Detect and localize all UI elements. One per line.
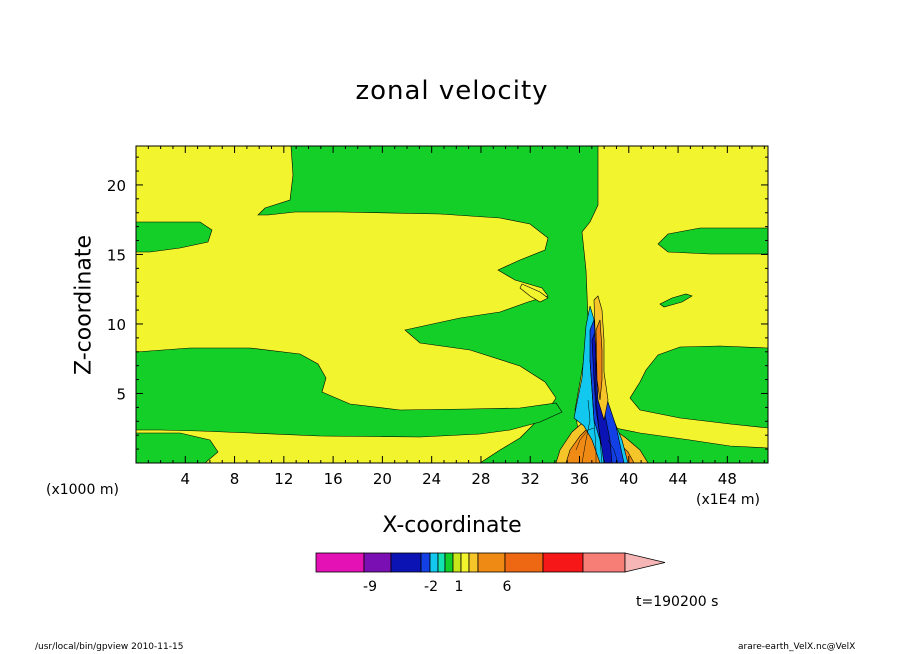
colorbar-segment [363, 552, 392, 573]
x-tick-label: 20 [373, 470, 392, 488]
colorbar-segment [468, 552, 479, 573]
plot-frame [135, 145, 769, 464]
colorbar-segment [420, 552, 431, 573]
y-tick-label: 20 [107, 177, 126, 195]
x-tick-label: 8 [230, 470, 240, 488]
contour-field [136, 146, 768, 463]
colorbar-segment [504, 552, 544, 573]
colorbar-segment [429, 552, 439, 573]
colorbar-segment [477, 552, 506, 573]
y-tick-label: 5 [116, 385, 126, 403]
y-tick-label: 10 [107, 316, 126, 334]
contour-region [629, 345, 768, 429]
contour-region [136, 221, 213, 253]
colorbar-label: -2 [424, 579, 438, 595]
footer-left: /usr/local/bin/gpview 2010-11-15 [35, 642, 184, 652]
colorbar-label: -9 [363, 579, 377, 595]
contour-region [519, 283, 549, 303]
contour-line [575, 427, 595, 451]
colorbar: -9 -2 1 6 [315, 552, 666, 595]
colorbar-segment [444, 552, 454, 573]
colorbar-segment [390, 552, 422, 573]
x-tick-label: 36 [570, 470, 589, 488]
x-tick-label: 48 [718, 470, 737, 488]
colorbar-segment [542, 552, 584, 573]
colorbar-segment [582, 552, 626, 573]
colorbar-label: 6 [503, 579, 512, 595]
contour-line [607, 439, 619, 463]
colorbar-segment [460, 552, 470, 573]
contour-region [659, 293, 693, 308]
contour-region [136, 432, 219, 463]
colorbar-label: 1 [455, 579, 464, 595]
x-tick-label: 24 [422, 470, 441, 488]
contour-region [595, 319, 603, 401]
colorbar-extension [624, 552, 666, 573]
colorbar-segment [315, 552, 365, 573]
contour-line [589, 359, 597, 463]
x-tick-label: 16 [324, 470, 343, 488]
x-tick-label: 32 [521, 470, 540, 488]
contour-region [136, 347, 563, 438]
x-unit-note-right: (x1E4 m) [696, 492, 760, 508]
x-tick-label: 40 [619, 470, 638, 488]
time-label: t=190200 s [636, 594, 719, 610]
y-tick-label: 15 [107, 246, 126, 264]
x-tick-label: 4 [181, 470, 191, 488]
x-unit-note: (x1000 m) [46, 482, 119, 498]
footer-right: arare-earth_VelX.nc@VelX [738, 642, 856, 652]
chart-title: zonal velocity [355, 76, 549, 106]
x-axis-label: X-coordinate [382, 513, 522, 538]
contour-region [657, 227, 768, 255]
x-tick-label: 28 [471, 470, 490, 488]
contour-line [593, 319, 603, 463]
x-tick-label: 44 [669, 470, 688, 488]
x-tick-label: 12 [274, 470, 293, 488]
colorbar-segment [452, 552, 462, 573]
colorbar-segment [437, 552, 446, 573]
